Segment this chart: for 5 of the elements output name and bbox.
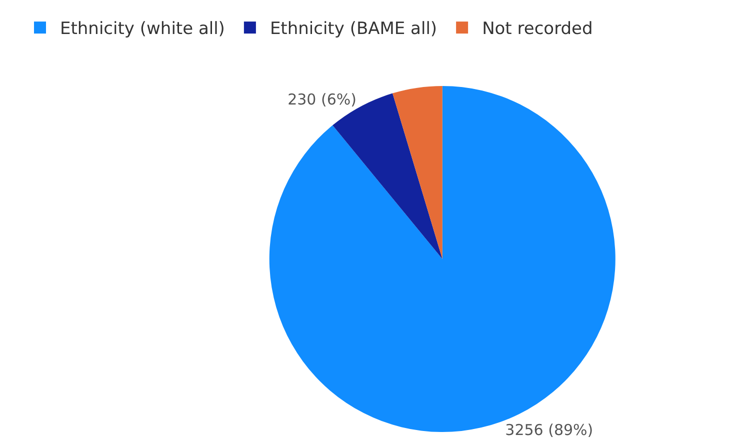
legend-label: Ethnicity (white all) xyxy=(60,19,225,40)
data-label: 3256 (89%) xyxy=(505,420,594,439)
data-label: 230 (6%) xyxy=(288,90,356,108)
legend-label: Not recorded xyxy=(482,19,593,40)
legend-label: Ethnicity (BAME all) xyxy=(270,19,438,40)
